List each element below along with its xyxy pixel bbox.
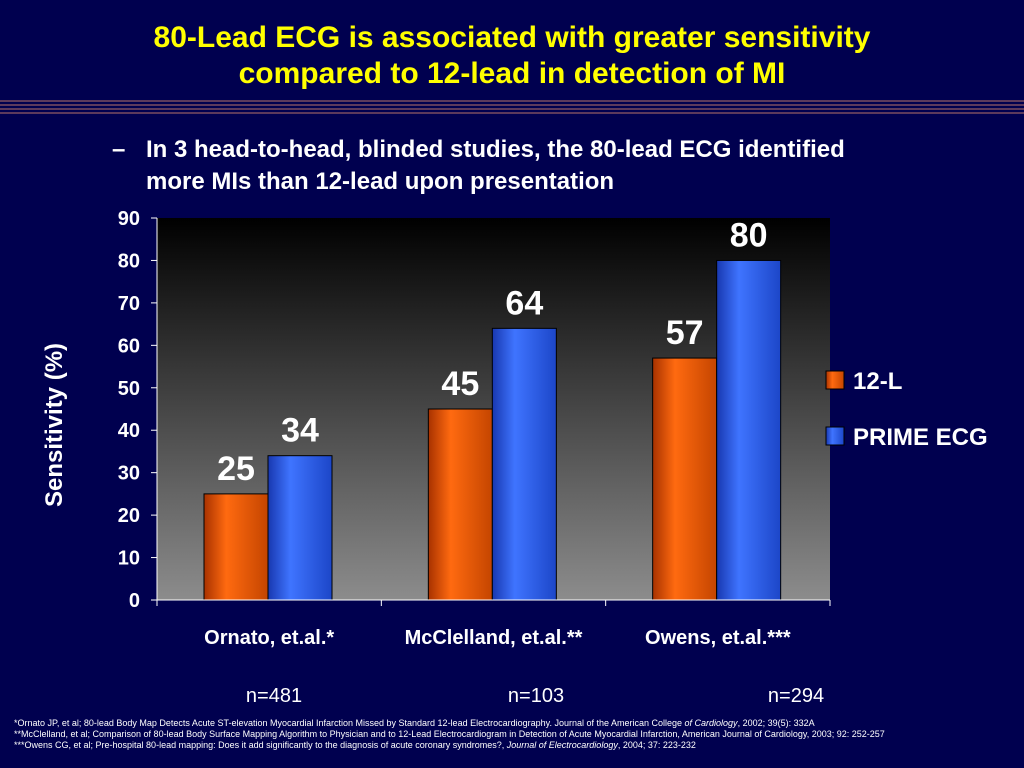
y-tick-label: 20 — [118, 505, 140, 527]
sensitivity-bar-chart: 0 10 20 30 40 50 60 70 80 90 Ornato, et.al.* n=481 M… — [41, 208, 988, 707]
category-label: Owens, et.al.*** — [645, 627, 791, 649]
title-divider — [0, 100, 1024, 114]
value-label: 64 — [505, 284, 543, 322]
footnote-1: *Ornato JP, et al; 80-lead Body Map Dete… — [14, 718, 815, 728]
y-tick-label: 0 — [129, 590, 140, 612]
sample-size-label: n=294 — [768, 685, 824, 707]
value-label: 80 — [730, 216, 768, 254]
bar-12l-1 — [427, 408, 493, 601]
footnote-3: ***Owens CG, et al; Pre-hospital 80-lead… — [14, 740, 696, 750]
legend-label: 12-L — [853, 368, 902, 395]
bar-prime-0 — [267, 455, 333, 601]
y-tick-label: 50 — [118, 378, 140, 400]
sample-size-label: n=481 — [246, 685, 302, 707]
y-tick-label: 10 — [118, 548, 140, 570]
y-tick-label: 90 — [118, 208, 140, 230]
y-tick-label: 80 — [118, 250, 140, 272]
y-tick-label: 60 — [118, 335, 140, 357]
sample-size-label: n=103 — [508, 685, 564, 707]
bullet-text: In 3 head-to-head, blinded studies, the … — [146, 136, 845, 195]
category-label: McClelland, et.al.** — [405, 627, 583, 649]
footnote-2: **McClelland, et al; Comparison of 80-le… — [14, 729, 885, 739]
bar-prime-2 — [716, 259, 782, 601]
value-label: 25 — [217, 450, 255, 488]
y-axis-title: Sensitivity (%) — [41, 343, 68, 507]
title-line-1: 80-Lead ECG is associated with greater s… — [153, 21, 871, 54]
legend-label: PRIME ECG — [853, 424, 988, 451]
title-line-2: compared to 12-lead in detection of MI — [238, 57, 786, 90]
slide-title: 80-Lead ECG is associated with greater s… — [0, 20, 1024, 92]
bar-12l-2 — [652, 357, 718, 601]
y-tick-label: 70 — [118, 293, 140, 315]
value-label: 45 — [441, 365, 479, 403]
value-label: 57 — [666, 314, 704, 352]
footnotes: *Ornato JP, et al; 80-lead Body Map Dete… — [14, 718, 1014, 751]
legend-swatch — [825, 370, 845, 390]
bar-12l-0 — [203, 493, 269, 601]
bar-prime-1 — [491, 327, 557, 601]
y-tick-label: 40 — [118, 420, 140, 442]
legend-swatch — [825, 426, 845, 446]
bullet-dash: – — [112, 136, 126, 163]
value-label: 34 — [281, 412, 319, 450]
category-label: Ornato, et.al.* — [204, 627, 334, 649]
y-tick-label: 30 — [118, 463, 140, 485]
